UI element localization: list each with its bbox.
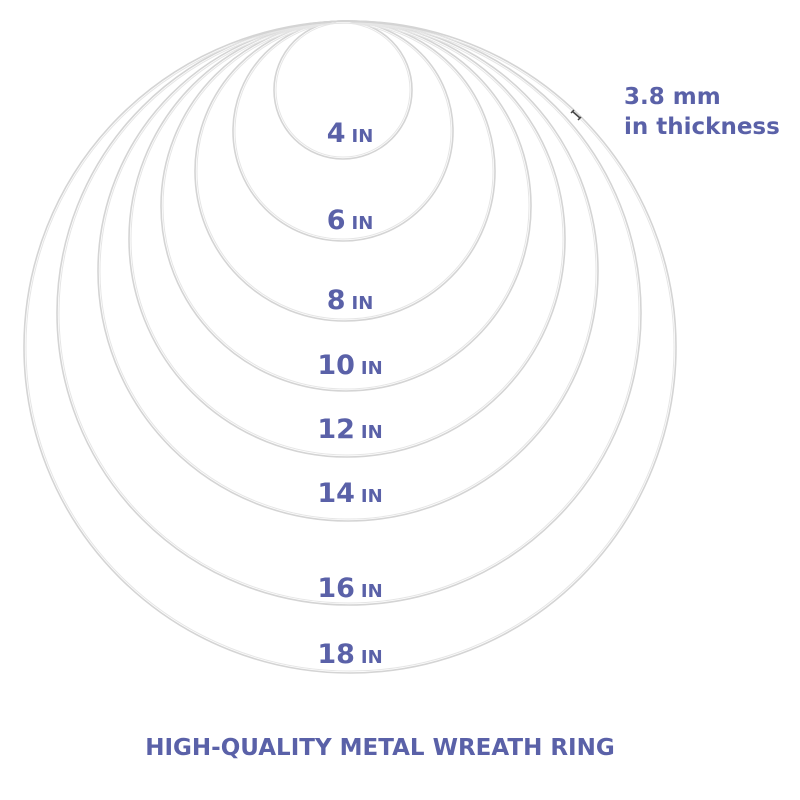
ring-label-12: 12 IN — [0, 414, 700, 445]
ring-size: 8 — [326, 285, 346, 316]
ring-unit: IN — [351, 126, 374, 147]
thickness-caption: in thickness — [624, 114, 780, 140]
product-tagline: HIGH-QUALITY METAL WREATH RING — [145, 735, 615, 761]
ring-unit: IN — [351, 213, 374, 234]
ring-label-16: 16 IN — [0, 573, 700, 604]
ring-18-in — [25, 22, 675, 672]
ring-label-8: 8 IN — [0, 285, 700, 316]
ring-label-10: 10 IN — [0, 350, 700, 381]
thickness-callout: 3.8 mm in thickness — [624, 82, 780, 142]
ring-8-in — [196, 22, 494, 320]
ring-unit: IN — [351, 293, 374, 314]
ring-unit: IN — [360, 647, 383, 668]
ring-size: 14 — [317, 478, 355, 509]
ring-label-14: 14 IN — [0, 478, 700, 509]
ring-label-18: 18 IN — [0, 639, 700, 670]
ring-unit: IN — [360, 358, 383, 379]
ring-size: 12 — [317, 414, 355, 445]
ring-label-6: 6 IN — [0, 205, 700, 236]
ring-size: 18 — [317, 639, 355, 670]
ring-size: 10 — [317, 350, 355, 381]
thickness-marker-icon — [570, 109, 582, 121]
ring-size: 6 — [326, 205, 346, 236]
thickness-value: 3.8 mm — [624, 84, 721, 110]
ring-unit: IN — [360, 581, 383, 602]
ring-label-4: 4 IN — [0, 118, 700, 149]
ring-unit: IN — [360, 422, 383, 443]
ring-size: 4 — [326, 118, 346, 149]
ring-size: 16 — [317, 573, 355, 604]
ring-18-in — [23, 20, 677, 674]
ring-unit: IN — [360, 486, 383, 507]
